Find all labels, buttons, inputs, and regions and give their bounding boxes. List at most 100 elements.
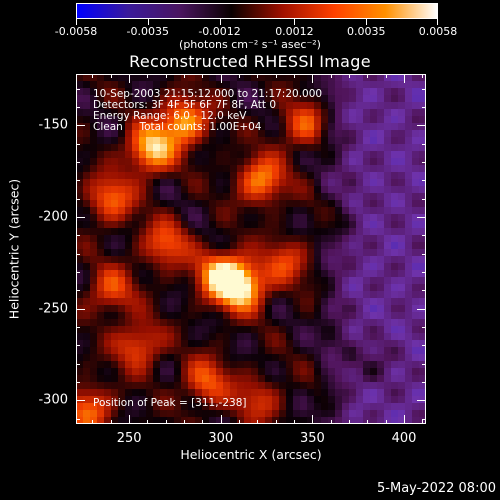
heatmap-cell [160,305,168,313]
heatmap-cell [300,74,308,82]
heatmap-cell [202,291,210,299]
heatmap-cell [195,347,203,355]
heatmap-cell [125,186,133,194]
heatmap-cell [356,368,364,376]
heatmap-cell [349,263,357,271]
heatmap-cell [216,277,224,285]
heatmap-cell [349,333,357,341]
heatmap-cell [314,270,322,278]
heatmap-cell [209,396,217,404]
heatmap-cell [188,179,196,187]
heatmap-cell [181,242,189,250]
heatmap-cell [279,270,287,278]
heatmap-cell [419,221,426,229]
heatmap-cell [195,242,203,250]
heatmap-cell [258,88,266,96]
heatmap-cell [174,298,182,306]
heatmap-cell [202,179,210,187]
heatmap-cell [328,347,336,355]
heatmap-cell [90,158,98,166]
heatmap-cell [97,158,105,166]
heatmap-cell [216,368,224,376]
heatmap-cell [377,298,385,306]
heatmap-cell [363,368,371,376]
heatmap-cell [230,221,238,229]
heatmap-cell [356,263,364,271]
heatmap-cell [90,333,98,341]
heatmap-cell [153,410,161,418]
heatmap-cell [76,200,84,208]
heatmap-cell [356,88,364,96]
heatmap-cell [195,158,203,166]
heatmap-cell [244,165,252,173]
heatmap-cell [230,291,238,299]
heatmap-cell [307,354,315,362]
heatmap-cell [132,151,140,159]
heatmap-cell [111,193,119,201]
heatmap-cell [195,396,203,404]
heatmap-cell [405,235,413,243]
heatmap-cell [139,410,147,418]
heatmap-cell [391,249,399,257]
heatmap-cell [125,95,133,103]
heatmap-cell [293,354,301,362]
heatmap-cell [419,396,426,404]
heatmap-cell [139,123,147,131]
heatmap-cell [321,235,329,243]
heatmap-cell [209,165,217,173]
heatmap-cell [202,319,210,327]
heatmap-cell [90,270,98,278]
heatmap-cell [160,235,168,243]
heatmap-cell [328,389,336,397]
heatmap-cell [244,214,252,222]
heatmap-cell [223,207,231,215]
heatmap-cell [230,270,238,278]
heatmap-cell [237,256,245,264]
heatmap-cell [167,74,175,82]
colorbar-tick-label: -0.0058 [54,25,98,38]
heatmap-cell [412,298,420,306]
heatmap-cell [146,242,154,250]
heatmap-cell [370,200,378,208]
heatmap-cell [391,242,399,250]
heatmap-cell [342,179,350,187]
heatmap-cell [286,347,294,355]
heatmap-cell [188,102,196,110]
heatmap-cell [412,312,420,320]
heatmap-cell [321,326,329,334]
heatmap-cell [307,186,315,194]
heatmap-cell [335,165,343,173]
heatmap-cell [90,298,98,306]
heatmap-cell [167,270,175,278]
heatmap-cell [104,109,112,117]
heatmap-cell [146,74,154,82]
heatmap-cell [314,186,322,194]
heatmap-cell [377,207,385,215]
heatmap-cell [223,144,231,152]
heatmap-cell [398,396,406,404]
heatmap-cell [314,410,322,418]
heatmap-cell [391,228,399,236]
heatmap-cell [314,137,322,145]
heatmap-cell [405,270,413,278]
heatmap-cell [188,193,196,201]
heatmap-cell [146,340,154,348]
heatmap-cell [230,137,238,145]
heatmap-cell [405,396,413,404]
heatmap-cell [139,284,147,292]
heatmap-cell [412,347,420,355]
heatmap-cell [83,200,91,208]
heatmap-cell [167,109,175,117]
heatmap-cell [251,305,259,313]
heatmap-cell [216,193,224,201]
heatmap-cell [237,249,245,257]
heatmap-cell [293,368,301,376]
heatmap-cell [111,389,119,397]
heatmap-cell [237,179,245,187]
heatmap-cell [293,123,301,131]
heatmap-cell [83,130,91,138]
heatmap-cell [328,193,336,201]
heatmap-cell [111,403,119,411]
heatmap-cell [293,179,301,187]
heatmap-cell [307,214,315,222]
